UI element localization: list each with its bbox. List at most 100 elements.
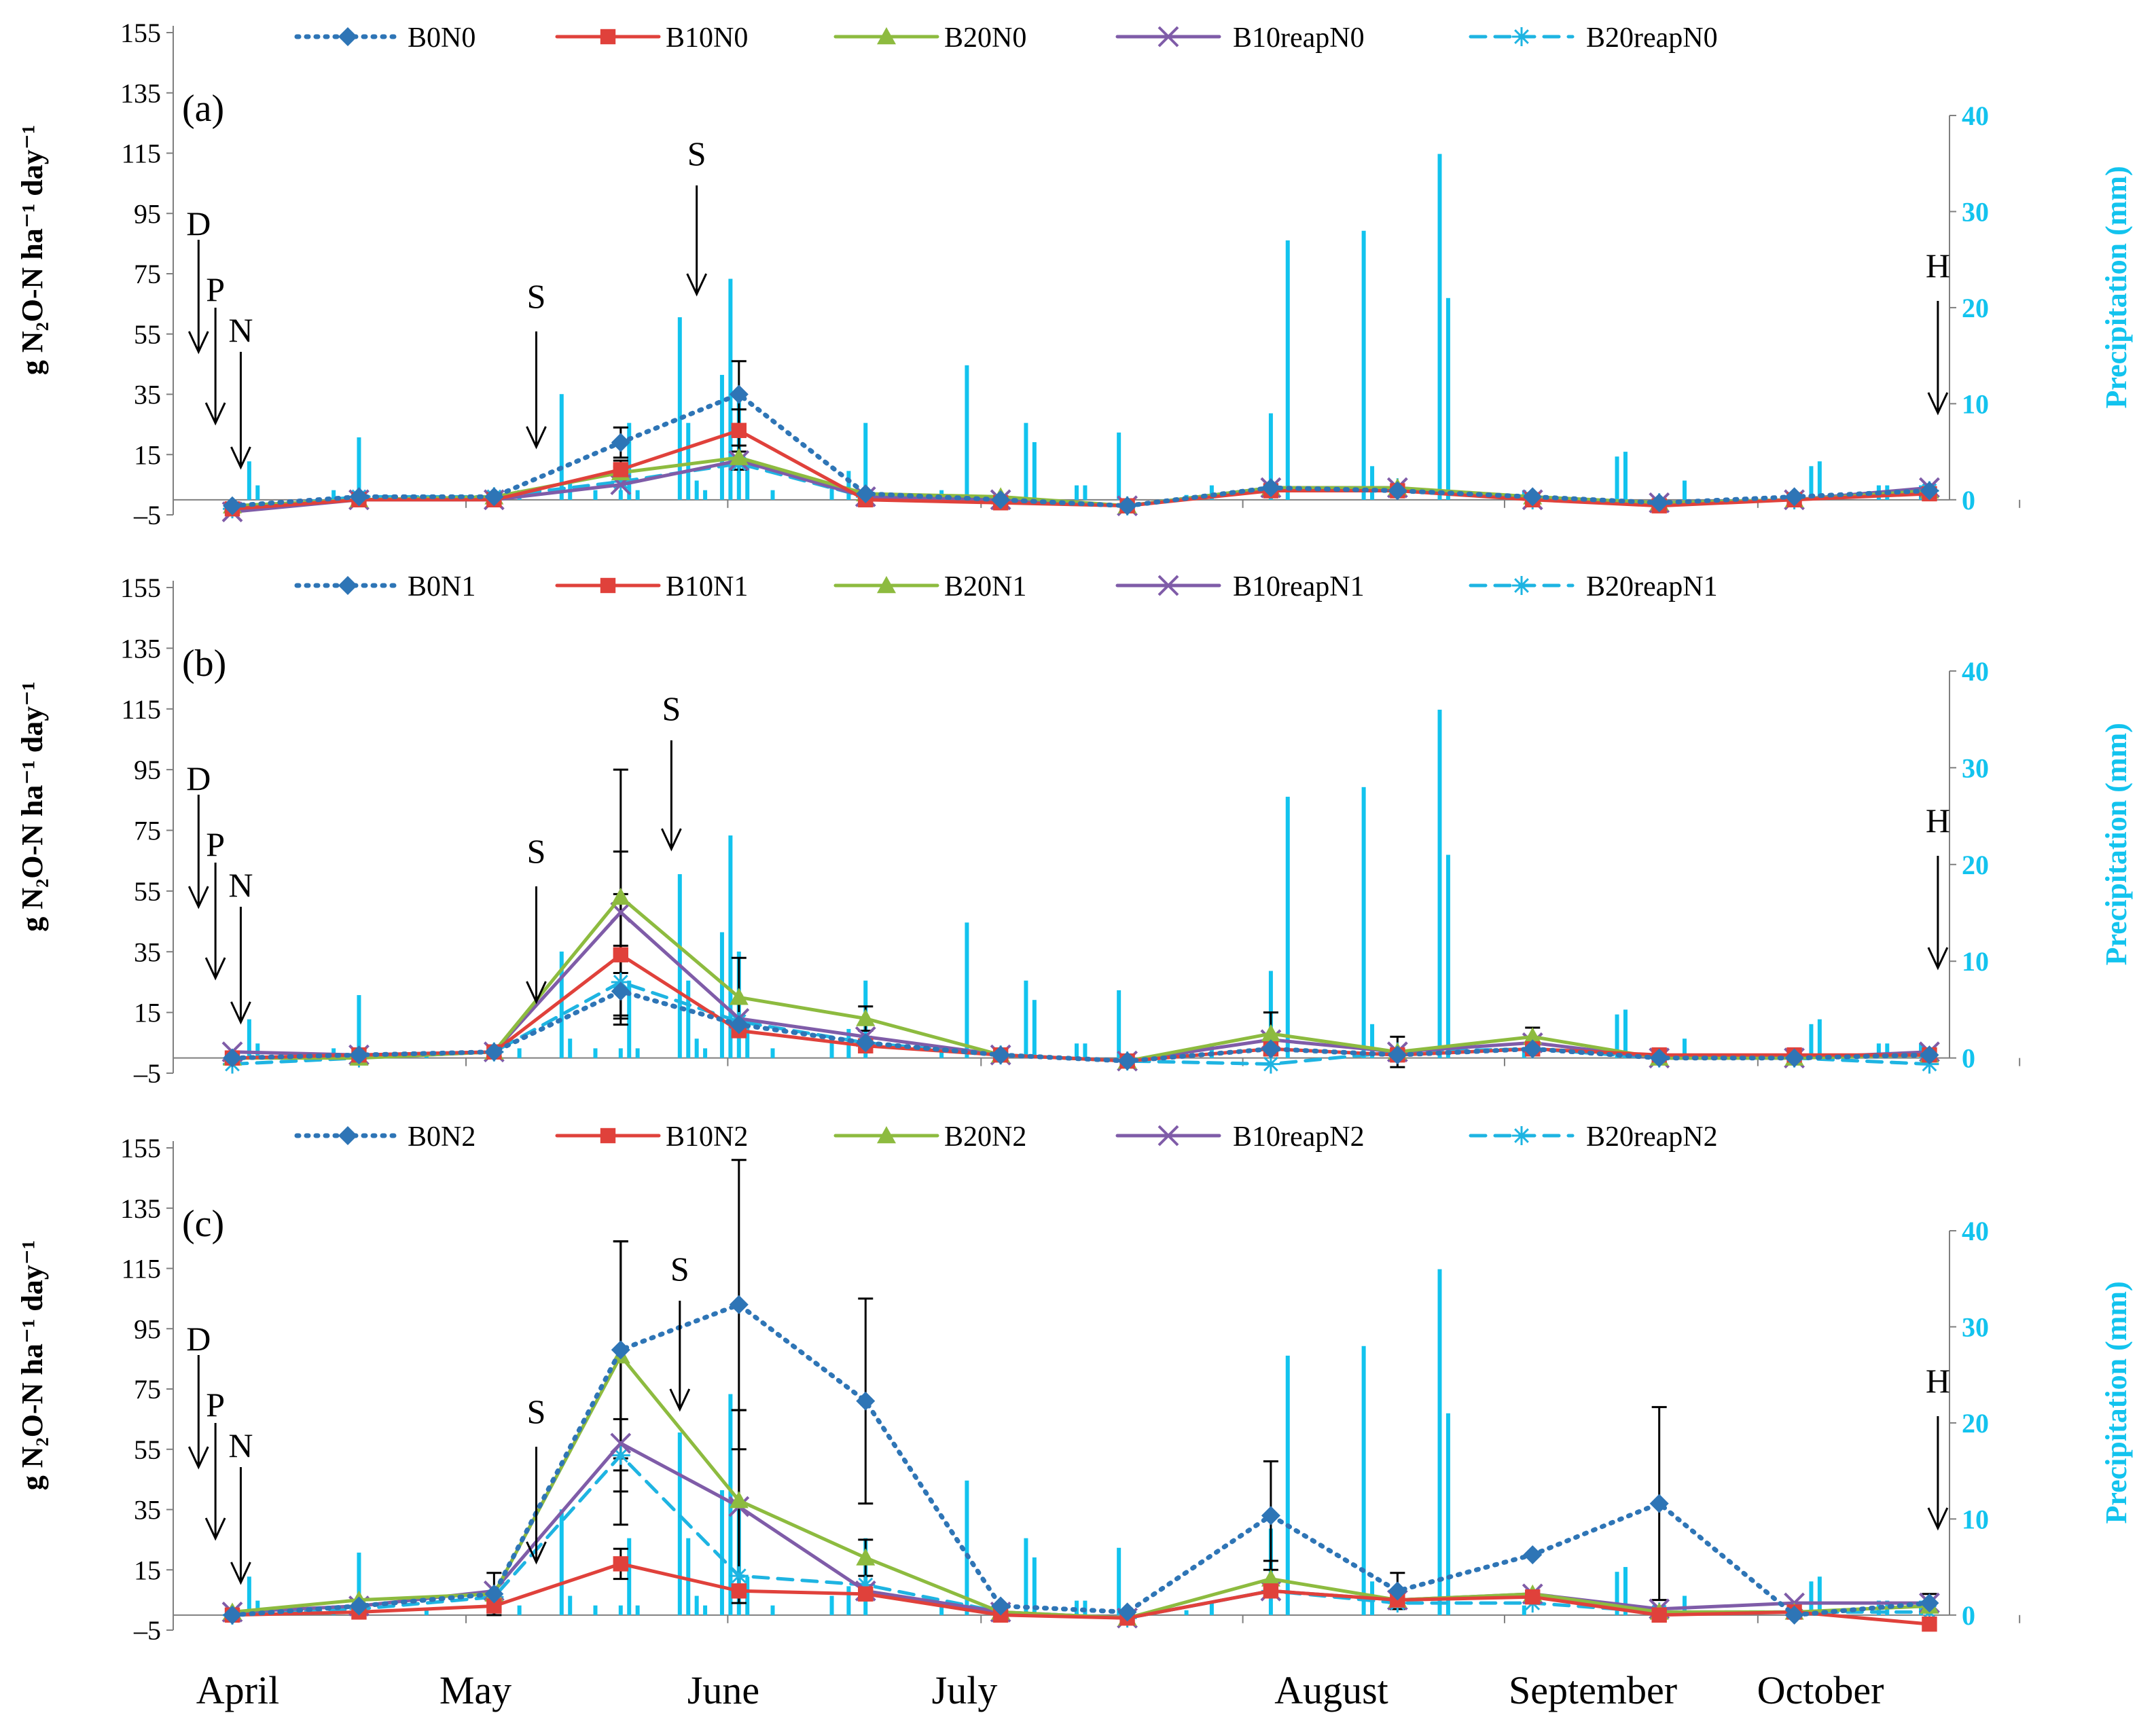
event-arrow [526,331,547,450]
event-label: N [228,311,253,349]
precipitation-bar [939,1605,944,1615]
data-point [611,981,630,1001]
precipitation-bar [1075,1600,1079,1615]
y2-axis-title: Precipitation (mm) [2100,1281,2133,1523]
precipitation-bar [1370,466,1375,500]
precipitation-bar [247,1576,251,1615]
legend: B0N2 B10N2 B20N2 B10reapN2 B20reapN2 [294,1121,1718,1153]
y-axis-title: g N₂O-N ha⁻¹ day⁻¹ [16,1240,49,1490]
precipitation-bar [686,422,691,500]
precipitation-bar [1075,1043,1079,1058]
event-arrow [187,1355,209,1470]
precipitation-bar [559,951,564,1058]
data-point [991,1596,1011,1616]
y-tick-label: 35 [134,380,161,410]
data-point [1117,1051,1137,1071]
legend-entry: B0N1 [408,571,475,602]
y2-axis-title: Precipitation (mm) [2100,166,2133,408]
legend-entry: B20N1 [944,571,1026,602]
precipitation-bar [357,1552,361,1615]
precipitation-bar [1885,1043,1890,1058]
y2-tick-label: 0 [1962,1600,1975,1631]
series-line [230,952,1931,1063]
chart-panel-c: 155 135 115 95 75 55 35 15 –5 40 30 20 10 0 g N₂O-N ha… [16,1121,2133,1646]
data-point [1523,1545,1543,1565]
precipitation-bar [846,471,851,500]
month-label-april: April [196,1668,279,1712]
event-arrow [1927,301,1949,416]
data-point [729,448,749,465]
precipitation-bar [728,278,733,500]
month-label-october: October [1757,1668,1884,1712]
y2-tick-label: 20 [1962,1408,1989,1439]
precipitation-bar [829,1595,834,1615]
data-point [991,490,1011,509]
event-label: S [527,832,546,870]
event-label: S [687,134,706,173]
series-line [230,1301,1932,1618]
data-point [856,1033,876,1053]
y2-tick-label: 30 [1962,753,1989,783]
precipitation-bar [677,317,682,500]
data-point [729,1566,749,1586]
precipitation-bar [745,1576,750,1615]
y2-tick-label: 10 [1962,389,1989,419]
precipitation-bar [255,485,260,500]
precipitation-bar [618,490,623,500]
y2-axis-title: Precipitation (mm) [2100,723,2133,965]
precipitation-bar [1615,1572,1619,1615]
precipitation-bar [1117,432,1121,500]
precipitation-bar [627,1538,632,1615]
event-label: H [1926,1362,1950,1400]
precipitation-bar [1817,461,1822,500]
precipitation-bar [1209,485,1214,500]
event-arrow [204,863,226,981]
data-point [484,1042,504,1062]
y-tick-label: 95 [134,755,161,785]
legend-marker [1512,27,1531,46]
precipitation-bar [618,1605,623,1615]
precipitation-bar [1623,452,1628,500]
precipitation-bar [627,980,632,1058]
precipitation-bar [1623,1567,1628,1615]
data-point [729,1491,749,1509]
precipitation-bar [1032,441,1037,500]
panel-label: (b) [182,643,226,685]
legend-entry: B10reapN1 [1233,571,1365,602]
legend-entry: B10N1 [666,571,748,602]
precipitation-bar [1445,854,1450,1058]
precipitation-bar [703,490,708,500]
y-axis-title: g N₂O-N ha⁻¹ day⁻¹ [16,125,49,375]
data-point [729,384,749,404]
precipitation-bar [1032,1000,1037,1058]
precipitation-bar [1117,990,1121,1058]
precipitation-bar [1083,1043,1088,1058]
precipitation-bar [247,461,251,500]
data-point [613,462,628,477]
y-tick-label: –5 [133,1615,161,1646]
data-point [729,988,749,1005]
data-point [1117,496,1137,516]
data-point [1261,1506,1280,1526]
event-label: D [186,1320,211,1358]
legend: B0N1 B10N1 B20N1 B10reapN1 B20reapN1 [294,571,1718,602]
precipitation-bar [1209,1600,1214,1615]
precipitation-bar [829,480,834,500]
precipitation-bar [1361,1346,1366,1615]
series-B0N0 [223,384,1939,516]
data-point [223,496,242,516]
y-tick-label: 95 [134,198,161,229]
month-label-june: June [687,1668,759,1712]
event-label: N [228,866,253,904]
precipitation-bar [1445,297,1450,500]
y2-tick-label: 20 [1962,850,1989,880]
data-point [856,1575,876,1595]
y-tick-label: 15 [134,439,161,470]
event-label: S [662,689,681,727]
data-point [1922,1616,1937,1632]
data-point [611,1445,630,1465]
precipitation-bar [965,365,969,500]
precipitation-bar [1285,797,1290,1058]
precipitation-bar [424,1610,429,1615]
